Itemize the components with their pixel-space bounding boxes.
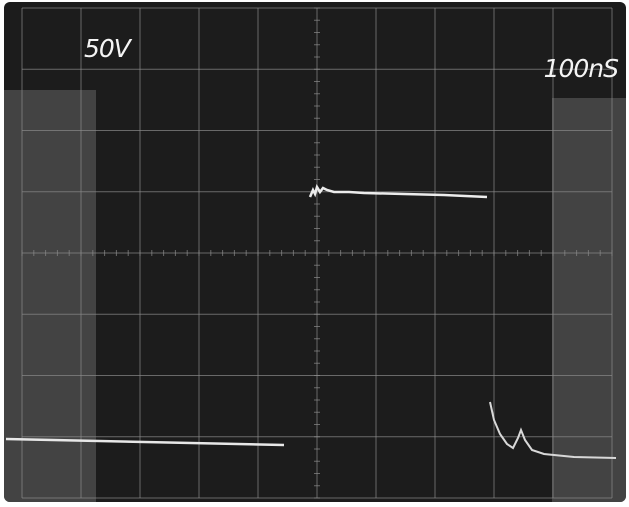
graticule — [21, 7, 613, 499]
scope-display — [4, 7, 626, 502]
oscilloscope-screen: 50V 100nS — [4, 2, 626, 502]
time-per-div-label: 100nS — [543, 54, 619, 83]
decay-trace-right — [489, 401, 617, 459]
baseline-trace-left — [5, 437, 285, 447]
volts-per-div-label: 50V — [84, 34, 131, 63]
right-glare — [552, 98, 626, 502]
high-level-trace — [308, 183, 488, 199]
